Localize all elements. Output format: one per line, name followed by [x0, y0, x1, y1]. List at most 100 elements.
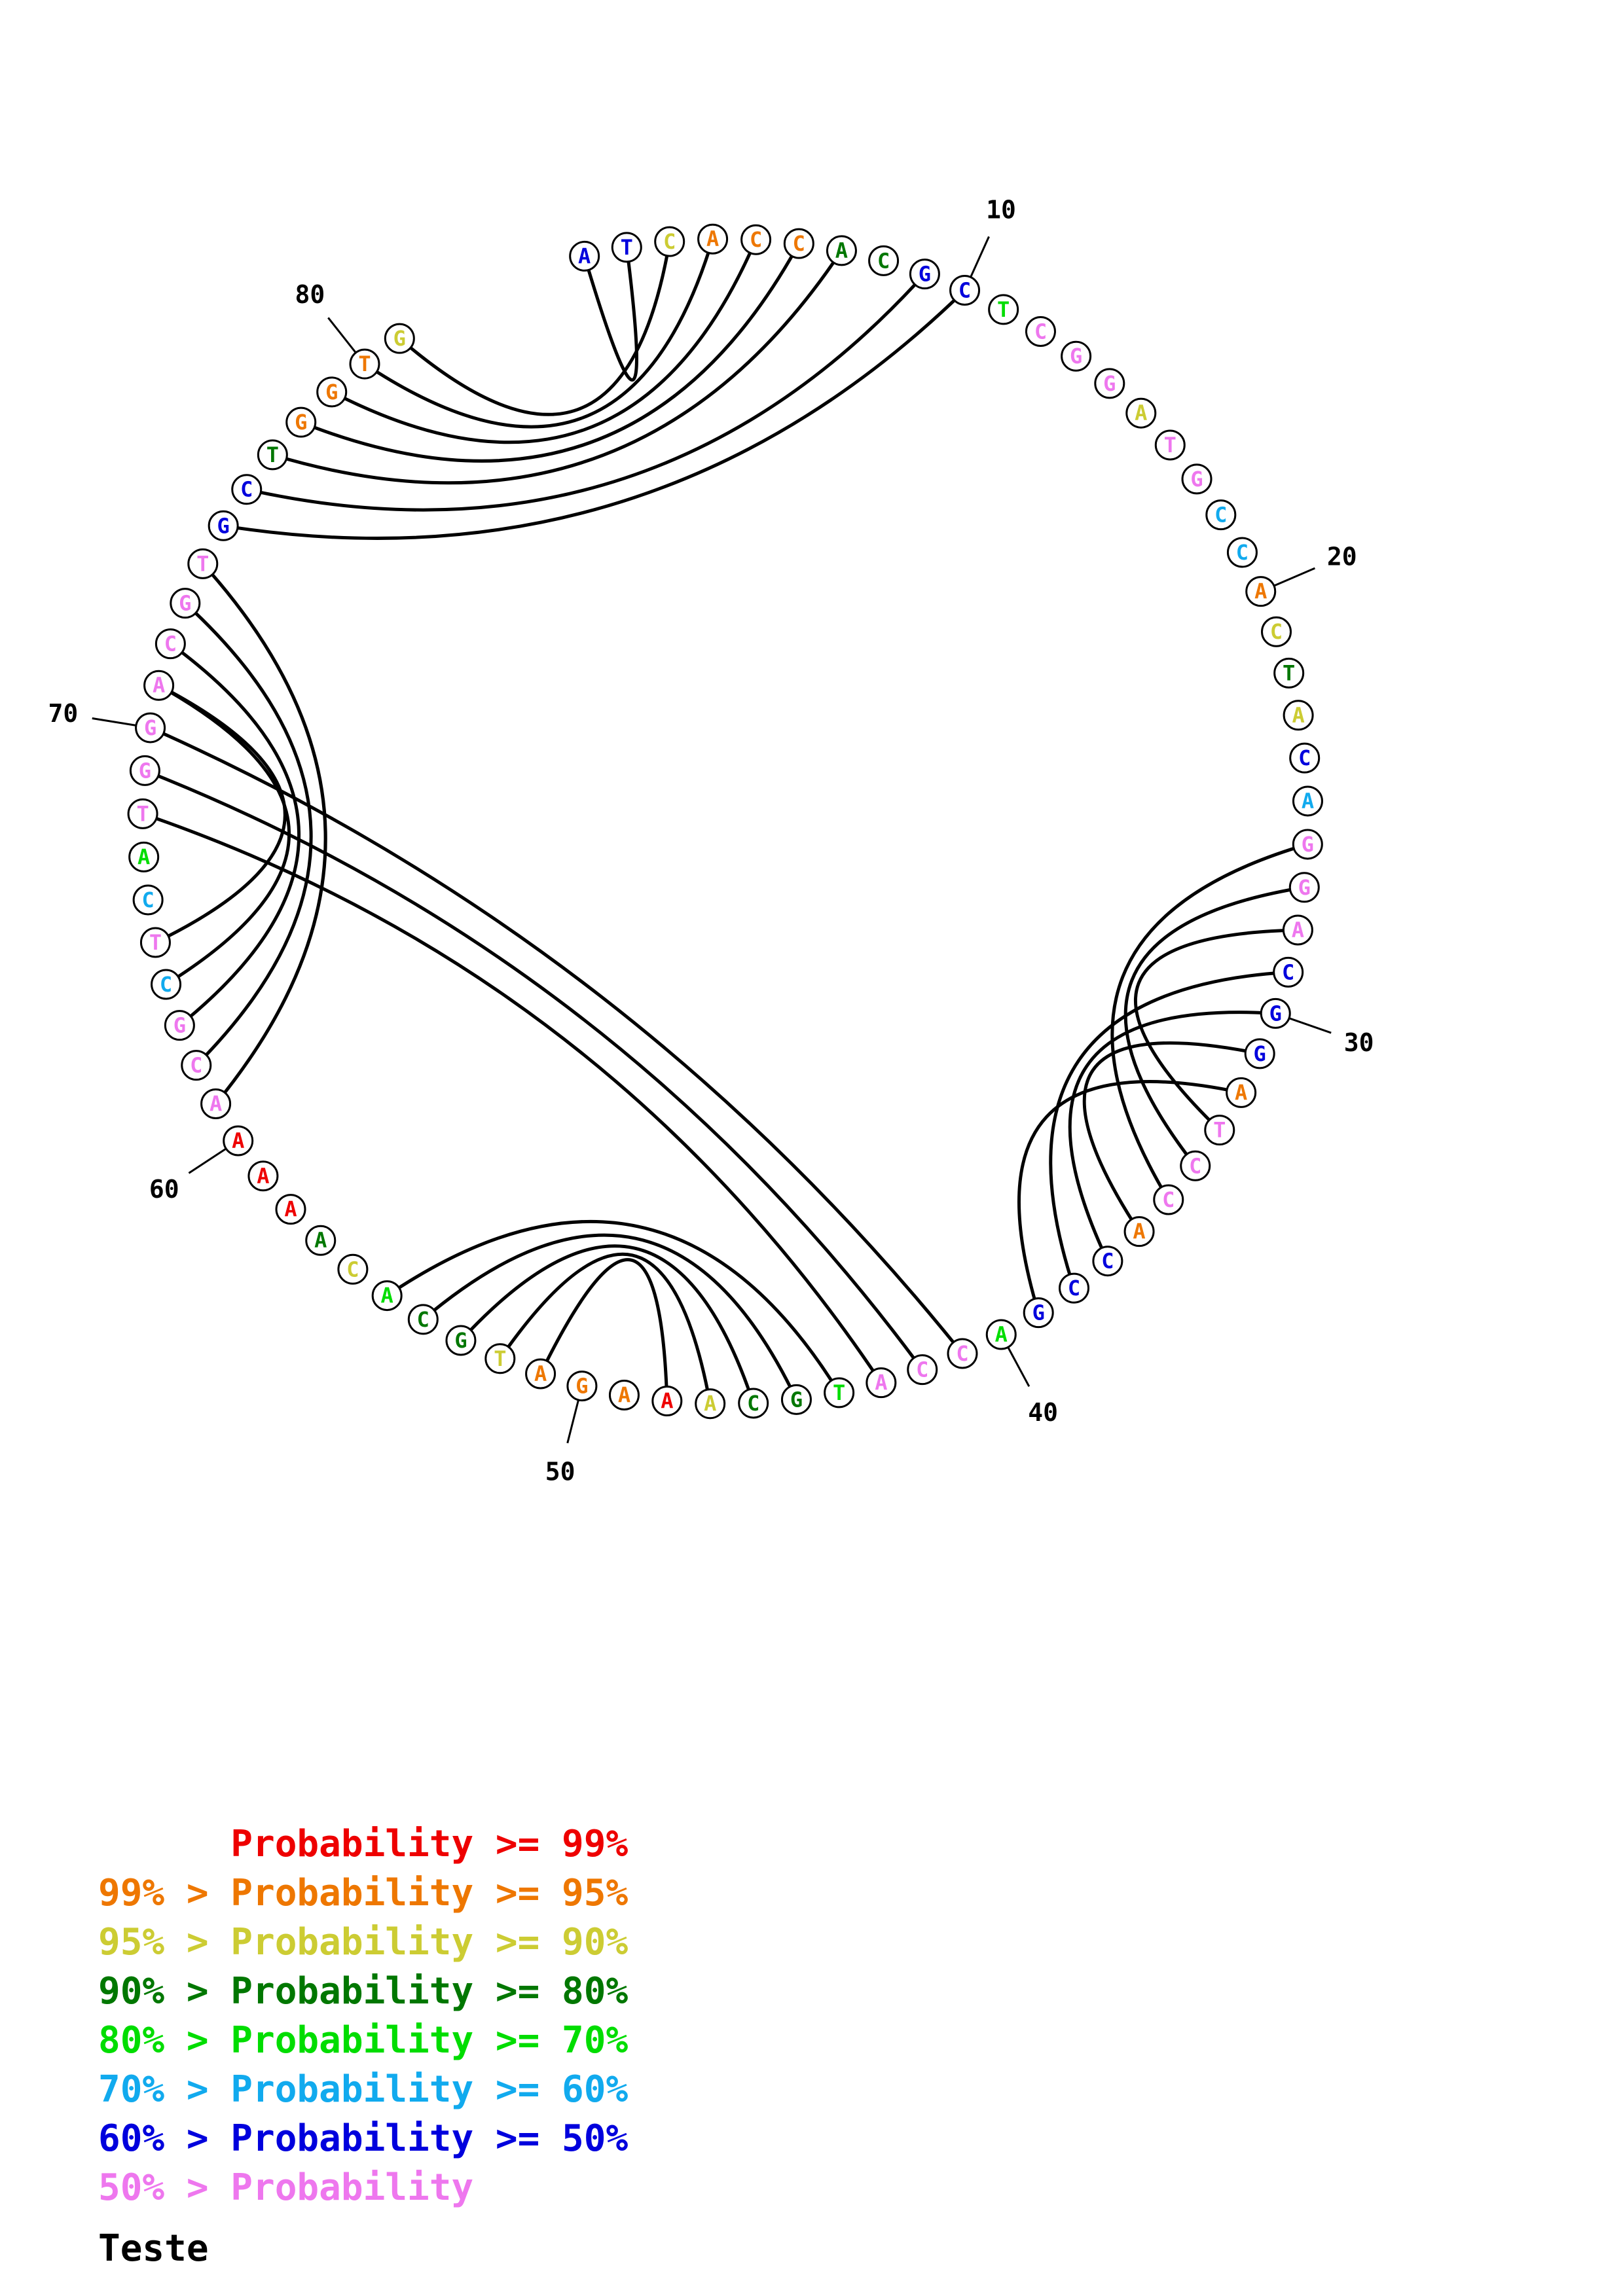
legend-row-below-50: 50% > Probability [98, 2166, 474, 2209]
nucleotide-base: G [179, 591, 191, 616]
nucleotide-circle [1061, 340, 1092, 372]
legend-row-90: 95% > Probability >= 90% [98, 1921, 629, 1964]
probability-legend: Probability >= 99% 99% > Probability >= … [98, 1820, 628, 2273]
nucleotide-base: G [325, 380, 338, 404]
tick-label-20: 20 [1327, 542, 1357, 571]
nucleotide-circle [1245, 576, 1277, 607]
nucleotide-base: G [790, 1387, 803, 1412]
nucleotide-circle [780, 1384, 812, 1415]
nucleotide-14: G [1094, 368, 1125, 399]
position-ticks: 10 20 30 40 50 60 70 80 [48, 195, 1374, 1486]
nucleotide-base: C [663, 229, 676, 254]
nucleotide-circle [1023, 1297, 1054, 1329]
nucleotide-circle [824, 1377, 855, 1408]
tick-line [1273, 567, 1316, 587]
legend-row-70: 80% > Probability >= 70% [98, 2019, 629, 2062]
tick-label-80: 80 [295, 280, 325, 309]
nucleotide-base: A [1292, 918, 1304, 942]
nucleotide-circle [181, 1050, 212, 1081]
nucleotide-base: G [217, 513, 230, 538]
nucleotide-circle [569, 240, 600, 272]
nucleotide-circle [445, 1325, 477, 1356]
nucleotide-71: A [143, 670, 175, 701]
nucleotide-circle [384, 323, 415, 354]
nucleotide-circle [155, 628, 186, 660]
nucleotide-base: G [1190, 467, 1203, 492]
nucleotide-base: T [833, 1380, 845, 1405]
nucleotide-16: T [1154, 429, 1186, 461]
nucleotide-36: A [1123, 1216, 1155, 1247]
nucleotide-base: T [149, 930, 162, 955]
nucleotide-48: A [651, 1386, 683, 1417]
nucleotide-50: G [566, 1371, 598, 1402]
nucleotide-base: A [578, 243, 591, 268]
nucleotide-70: G [135, 712, 166, 744]
nucleotide-base: G [1298, 875, 1311, 900]
nucleotide-5: C [740, 224, 772, 255]
nucleotide-base: A [618, 1382, 630, 1407]
nucleotide-circle [1288, 872, 1320, 903]
nucleotide-circle [187, 548, 219, 579]
nucleotide-circle [868, 245, 900, 276]
base-pair-arc [498, 1252, 712, 1405]
nucleotide-circle [151, 969, 182, 1000]
nucleotide-74: T [187, 548, 219, 579]
nucleotide-45: G [780, 1384, 812, 1415]
nucleotide-base: C [956, 1341, 968, 1366]
nucleotide-39: G [1023, 1297, 1054, 1329]
tick-line [970, 236, 990, 278]
nucleotide-circle [231, 474, 263, 505]
nucleotide-circle [127, 798, 158, 829]
tick-label-10: 10 [986, 195, 1016, 224]
nucleotide-base: A [210, 1091, 222, 1116]
nucleotide-72: C [155, 628, 186, 660]
nucleotide-circle [143, 670, 175, 701]
nucleotide-base: T [358, 351, 371, 376]
nucleotide-circle [1092, 1246, 1123, 1277]
nucleotide-base: C [1282, 960, 1294, 984]
tick-line [1288, 1017, 1332, 1034]
nucleotide-42: C [907, 1354, 938, 1386]
nucleotide-base: C [877, 248, 890, 273]
base-pair-arc [246, 272, 926, 512]
nucleotide-base: A [1292, 703, 1304, 728]
nucleotide-circle [695, 1388, 726, 1420]
nucleotide-46: C [738, 1388, 769, 1419]
nucleotide-30: G [1260, 997, 1291, 1029]
nucleotide-base: A [232, 1128, 244, 1153]
nucleotide-17: G [1181, 463, 1213, 495]
nucleotide-circle [208, 510, 239, 541]
nucleotide-6: C [783, 228, 814, 259]
nucleotide-circle [337, 1253, 369, 1285]
nucleotide-base: A [835, 238, 848, 263]
nucleotide-base: C [141, 888, 154, 912]
nucleotide-circle [1205, 499, 1237, 531]
nucleotide-circle [1226, 537, 1258, 568]
tick-label-60: 60 [149, 1175, 179, 1204]
nucleotide-base: C [1068, 1276, 1080, 1300]
nucleotide-circle [611, 232, 642, 263]
nucleotide-41: C [947, 1338, 978, 1369]
nucleotide-circle [1292, 829, 1323, 860]
tick-line [1007, 1346, 1030, 1387]
nucleotide-circle [170, 588, 201, 619]
nucleotide-circle [1282, 914, 1313, 946]
nucleotide-9: G [909, 259, 940, 290]
nucleotide-circle [826, 235, 857, 266]
nucleotide-circle [305, 1225, 337, 1256]
nucleotide-37: C [1092, 1246, 1123, 1277]
nucleotide-circle [129, 755, 160, 786]
tick-label-70: 70 [48, 699, 78, 728]
nucleotide-base: G [1032, 1300, 1045, 1325]
nucleotide-38: C [1059, 1272, 1090, 1304]
nucleotide-base: G [575, 1374, 588, 1399]
nucleotide-circle [985, 1319, 1017, 1350]
nucleotide-40: A [985, 1319, 1017, 1350]
base-pair-arc [460, 1244, 756, 1404]
base-pair-arc [331, 239, 757, 444]
nucleotide-circle [1226, 1077, 1257, 1108]
nucleotide-circle [654, 226, 685, 257]
nucleotide-circle [949, 275, 981, 306]
nucleotide-base: A [257, 1164, 269, 1189]
nucleotide-base: C [190, 1053, 202, 1078]
